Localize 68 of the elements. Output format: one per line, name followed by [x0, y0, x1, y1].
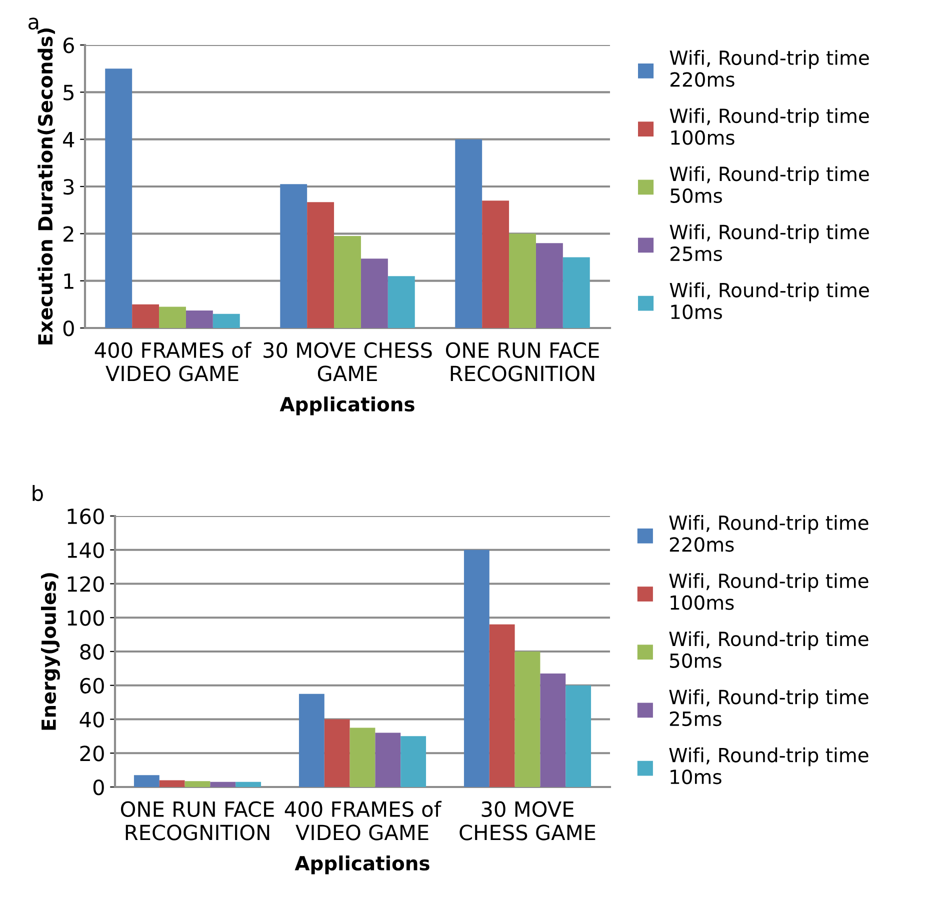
bar — [236, 782, 262, 787]
x-tick-label: 400 FRAMES of VIDEO GAME — [284, 800, 442, 840]
bar — [298, 694, 324, 787]
bar — [360, 258, 388, 328]
y-tick-label: 1 — [64, 274, 74, 289]
bar — [159, 306, 186, 328]
legend-label: Wifi, Round-trip time 100ms — [670, 108, 869, 145]
y-tick-label: 120 — [68, 576, 104, 592]
y-tick-label: 4 — [63, 132, 74, 148]
x-axis-title: Applications — [280, 396, 414, 416]
bar — [132, 304, 160, 328]
bar — [540, 674, 566, 787]
bar — [514, 652, 540, 787]
y-tick-label: 6 — [63, 37, 74, 54]
bar — [334, 236, 361, 328]
legend-label: Wifi, Round-trip time 25ms — [670, 224, 869, 262]
bar — [159, 780, 185, 787]
bar — [212, 314, 240, 328]
bar — [324, 719, 350, 787]
bar — [509, 234, 536, 328]
bar — [400, 736, 426, 787]
x-tick-label: ONE RUN FACE RECOGNITION — [446, 342, 599, 382]
y-axis-title: Execution Duration(Seconds) — [38, 28, 55, 344]
legend-label: Wifi, Round-trip time 100ms — [669, 573, 868, 610]
y-tick-label: 80 — [80, 644, 104, 660]
legend-label: Wifi, Round-trip time 220ms — [670, 50, 869, 87]
bar — [375, 732, 401, 787]
bar — [489, 624, 515, 787]
y-tick-label: 140 — [68, 542, 104, 558]
bar — [562, 257, 590, 328]
y-axis-title: Energy(Joules) — [40, 573, 60, 730]
bar — [566, 685, 592, 787]
legend-label: Wifi, Round-trip time 25ms — [669, 689, 868, 726]
x-tick-label: ONE RUN FACE RECOGNITION — [120, 801, 274, 840]
chart-title: b — [32, 484, 43, 502]
bar — [186, 310, 213, 328]
legend-label: Wifi, Round-trip time 50ms — [670, 166, 869, 204]
bar — [536, 243, 563, 328]
bar — [210, 782, 236, 787]
y-tick-label: 0 — [63, 320, 74, 336]
legend-label: Wifi, Round-trip time 10ms — [669, 747, 868, 784]
bar — [307, 202, 334, 328]
bar — [388, 276, 415, 328]
y-tick-label: 3 — [64, 178, 74, 195]
bar — [464, 550, 490, 787]
bar — [350, 728, 376, 787]
bar — [105, 68, 132, 328]
x-tick-label: 400 FRAMES of VIDEO GAME — [94, 342, 252, 382]
y-tick-label: 5 — [64, 84, 74, 100]
y-tick-label: 20 — [80, 746, 104, 762]
y-tick-label: 0 — [93, 779, 104, 796]
bar — [134, 775, 160, 787]
chart-title: a — [28, 18, 38, 30]
y-tick-label: 60 — [80, 678, 104, 694]
bar — [184, 781, 210, 787]
legend-label: Wifi, Round-trip time 10ms — [670, 282, 869, 320]
y-tick-label: 160 — [68, 508, 104, 524]
y-tick-label: 2 — [64, 226, 74, 242]
y-tick-label: 40 — [80, 712, 104, 728]
bar — [455, 139, 482, 328]
legend-label: Wifi, Round-trip time 50ms — [669, 631, 868, 668]
x-tick-label: 30 MOVE CHESS GAME — [460, 801, 596, 840]
legend-label: Wifi, Round-trip time 220ms — [669, 515, 868, 552]
x-tick-label: 30 MOVE CHESS GAME — [264, 342, 432, 382]
x-axis-title: Applications — [294, 855, 430, 874]
y-tick-label: 100 — [68, 610, 104, 626]
bar — [482, 200, 510, 328]
bar — [280, 184, 308, 328]
